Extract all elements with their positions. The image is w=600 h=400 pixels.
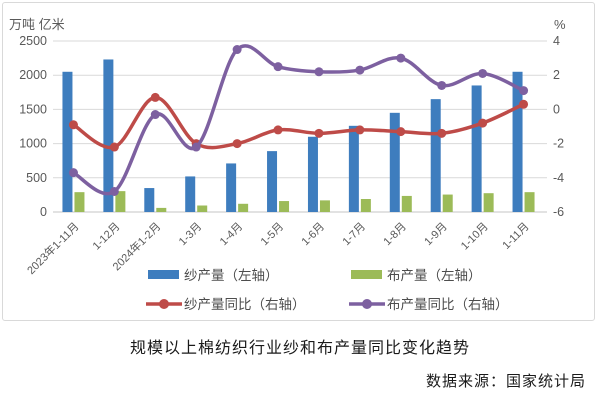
x-tick-label: 1-6月	[300, 221, 328, 249]
x-tick-label: 1-11月	[500, 221, 531, 252]
cloth-output-bar	[74, 192, 85, 212]
yarn-output-bar	[471, 85, 482, 212]
cloth-yoy-line-marker	[519, 86, 529, 96]
y-tick-label-left: 1500	[19, 102, 47, 116]
yarn-output-bar	[389, 112, 400, 212]
x-tick-label: 1-4月	[218, 221, 246, 249]
cloth-yoy-line-marker	[68, 168, 78, 178]
legend-item-cloth-output-label: 布产量（左轴）	[387, 268, 482, 283]
yarn-output-bar	[512, 71, 523, 212]
cloth-yoy-line-marker	[150, 110, 160, 120]
cloth-output-bar	[319, 200, 330, 212]
cloth-output-bar	[197, 205, 208, 212]
cloth-output-bar	[360, 199, 371, 212]
data-source: 数据来源：国家统计局	[425, 374, 586, 390]
cloth-yoy-line-marker	[273, 62, 283, 72]
cloth-output-bar	[483, 193, 494, 212]
y-tick-label-left: 1000	[19, 137, 47, 151]
cloth-yoy-line-marker	[437, 80, 447, 90]
yarn-output-bar	[267, 151, 278, 212]
y-tick-label-left: 0	[40, 205, 47, 219]
yarn-yoy-line-marker	[519, 99, 529, 109]
cloth-output-bar	[238, 203, 249, 212]
cloth-yoy-line-marker	[314, 67, 324, 77]
cloth-yoy-line-marker	[232, 45, 242, 55]
cloth-output-bar	[442, 194, 453, 212]
x-tick-label: 1-3月	[177, 221, 205, 249]
chart-frame: 2500 4 2000 2 1500 0 1000 -2 500 -4 0 -6 万吨 亿米% 2023年…	[2, 2, 595, 321]
cloth-output-bar	[156, 207, 167, 212]
yarn-output-bar	[144, 188, 155, 212]
legend-item-cloth-output-swatch	[351, 270, 382, 279]
cloth-output-bar	[279, 201, 290, 212]
yarn-output-bar	[185, 176, 196, 212]
cloth-yoy-line	[71, 44, 526, 196]
cloth-output-bar	[524, 192, 535, 212]
y-tick-label-left: 2500	[19, 34, 47, 48]
right-axis-unit-label: %	[554, 17, 566, 32]
chart-title: 规模以上棉纺织行业纱和布产量同比变化趋势	[129, 340, 470, 357]
y-tick-label-right: 0	[553, 102, 560, 116]
cloth-output-bar	[401, 195, 412, 212]
x-tick-label: 1-9月	[422, 221, 450, 249]
left-axis-unit-label: 万吨 亿米	[9, 17, 65, 32]
yarn-yoy-line-marker	[68, 120, 78, 130]
yarn-yoy-line-marker	[355, 125, 365, 135]
y-tick-label-left: 2000	[19, 68, 47, 82]
cloth-yoy-line-marker	[396, 53, 406, 63]
y-tick-label-left: 500	[26, 171, 47, 185]
x-tick-label: 1-5月	[259, 221, 287, 249]
x-tick-label: 1-10月	[459, 221, 491, 253]
x-tick-label: 2023年1-11月	[24, 219, 82, 277]
yarn-cloth-combo-chart: 2500 4 2000 2 1500 0 1000 -2 500 -4 0 -6 万吨 亿米 % 2023年…	[9, 17, 566, 312]
y-tick-label-right: -2	[553, 137, 564, 151]
yarn-output-bar	[103, 59, 114, 212]
yarn-yoy-line-marker	[437, 128, 447, 138]
y-tick-label-right: -6	[553, 205, 564, 219]
yarn-output-bar	[226, 163, 237, 212]
y-tick-label-right: -4	[553, 171, 564, 185]
x-tick-label: 1-8月	[381, 221, 409, 249]
cloth-yoy-line-marker	[109, 186, 119, 196]
yarn-yoy-line-marker	[232, 139, 242, 149]
legend-item-yarn-yoy-marker	[159, 299, 169, 309]
legend-item-yarn-output-swatch	[148, 270, 179, 279]
legend-item-yarn-yoy-label: 纱产量同比（右轴）	[184, 297, 306, 312]
yarn-yoy-line-marker	[109, 142, 119, 152]
yarn-output-bar	[62, 71, 73, 212]
yarn-yoy-line-marker	[478, 118, 488, 128]
legend-item-yarn-output-label: 纱产量（左轴）	[184, 268, 279, 283]
yarn-yoy-line-marker	[273, 125, 283, 135]
x-tick-label: 1-12月	[91, 221, 123, 253]
x-tick-label: 1-7月	[340, 221, 368, 249]
yarn-yoy-line-marker	[396, 127, 406, 137]
legend-item-cloth-yoy-label: 布产量同比（右轴）	[387, 297, 509, 312]
cloth-yoy-line-marker	[355, 65, 365, 75]
y-tick-label-right: 4	[553, 34, 560, 48]
yarn-output-bar	[307, 136, 318, 212]
yarn-output-bar	[430, 99, 441, 212]
cloth-output-bar	[115, 191, 126, 212]
legend-item-cloth-yoy-marker	[362, 299, 372, 309]
y-tick-label-right: 2	[553, 68, 560, 82]
cloth-yoy-line-marker	[191, 142, 201, 152]
yarn-output-bar	[348, 125, 359, 212]
yarn-yoy-line-marker	[150, 92, 160, 102]
yarn-yoy-line-marker	[314, 128, 324, 138]
cloth-yoy-line-marker	[478, 68, 488, 78]
